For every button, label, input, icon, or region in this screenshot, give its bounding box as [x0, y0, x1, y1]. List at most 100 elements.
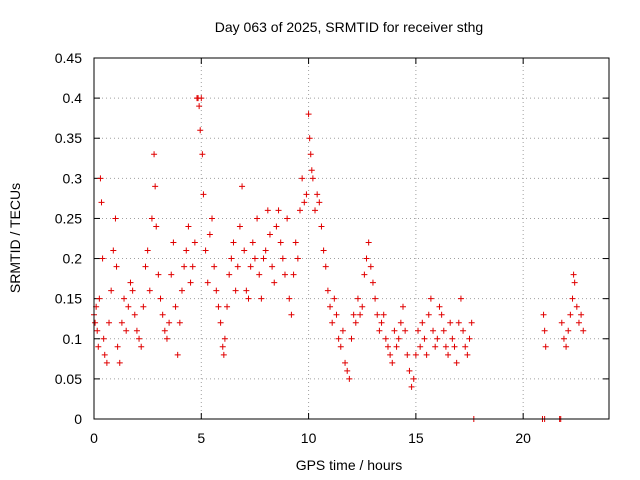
data-point	[197, 127, 204, 134]
data-point	[404, 351, 411, 358]
data-point	[309, 175, 316, 182]
data-point	[434, 335, 441, 342]
data-point	[412, 351, 419, 358]
data-point	[312, 207, 319, 214]
data-point	[258, 295, 265, 302]
data-point	[306, 135, 313, 142]
data-point	[410, 375, 417, 382]
data-point	[400, 303, 406, 310]
data-point	[170, 239, 177, 246]
data-point	[346, 375, 353, 382]
x-tick-label: 20	[515, 430, 531, 446]
y-tick-label: 0	[74, 411, 82, 427]
data-point	[159, 311, 166, 318]
data-point	[245, 295, 252, 302]
data-point	[183, 247, 190, 254]
x-axis-label: GPS time / hours	[296, 457, 403, 473]
data-point	[174, 351, 181, 358]
data-point	[264, 207, 271, 214]
data-point	[457, 295, 464, 302]
data-point	[571, 279, 578, 286]
data-point	[442, 343, 449, 350]
data-point	[176, 319, 183, 326]
data-point	[339, 327, 346, 334]
x-tick-label: 0	[90, 430, 98, 446]
data-point	[365, 239, 372, 246]
data-point	[423, 351, 430, 358]
data-point	[542, 343, 549, 350]
data-point	[262, 247, 269, 254]
data-point	[352, 319, 359, 326]
data-point	[196, 103, 203, 110]
data-point	[453, 359, 460, 366]
data-point	[249, 239, 256, 246]
data-point	[247, 263, 254, 270]
data-point	[342, 359, 349, 366]
data-point	[217, 319, 224, 326]
data-point	[397, 319, 404, 326]
data-point	[421, 335, 428, 342]
data-point	[427, 295, 434, 302]
data-point	[127, 279, 134, 286]
data-point	[166, 319, 173, 326]
data-point	[560, 335, 567, 342]
data-point	[220, 351, 227, 358]
data-point	[573, 303, 580, 310]
data-point	[243, 287, 250, 294]
data-point	[297, 207, 303, 214]
data-point	[129, 287, 136, 294]
data-point	[172, 303, 179, 310]
data-point	[402, 327, 409, 334]
data-point	[230, 239, 237, 246]
data-point	[384, 343, 391, 350]
data-point	[206, 231, 213, 238]
data-point	[200, 191, 207, 198]
data-point	[113, 263, 120, 270]
data-point	[354, 295, 361, 302]
data-point	[211, 263, 218, 270]
data-point	[329, 319, 336, 326]
data-point	[168, 271, 175, 278]
data-point	[131, 311, 138, 318]
data-point	[395, 335, 402, 342]
data-point	[279, 255, 286, 262]
data-point	[327, 303, 334, 310]
data-point	[391, 327, 398, 334]
y-tick-label: 0.35	[55, 130, 82, 146]
axis-ticks: 0 0.05 0.1 0.15 0.2 0.25 0.3 0.35 0.4 0.45 0 5 10 15 2…	[55, 50, 609, 446]
data-point	[387, 351, 394, 358]
y-tick-label: 0.25	[55, 210, 82, 226]
data-point	[541, 327, 548, 334]
data-point	[153, 223, 160, 230]
data-point	[121, 295, 128, 302]
data-point	[112, 215, 119, 222]
data-point	[224, 303, 231, 310]
data-point	[181, 263, 188, 270]
data-point	[110, 247, 117, 254]
data-point	[580, 327, 587, 334]
data-point	[565, 327, 572, 334]
data-point	[350, 311, 357, 318]
data-point	[221, 335, 228, 342]
data-point	[151, 151, 158, 158]
data-point	[199, 151, 206, 158]
data-point	[369, 279, 376, 286]
data-point	[301, 199, 308, 206]
data-point	[125, 303, 132, 310]
data-point	[316, 199, 323, 206]
data-point	[116, 359, 123, 366]
data-point	[97, 175, 104, 182]
y-axis-label: SRMTID / TECUs	[7, 183, 23, 293]
data-point	[344, 367, 351, 374]
data-point	[331, 295, 338, 302]
data-point	[202, 247, 209, 254]
data-point	[466, 335, 473, 342]
data-point	[260, 255, 267, 262]
data-point	[178, 287, 185, 294]
data-point	[232, 287, 239, 294]
data-point	[376, 327, 383, 334]
data-point	[98, 199, 105, 206]
data-point	[213, 287, 220, 294]
data-point	[335, 335, 342, 342]
